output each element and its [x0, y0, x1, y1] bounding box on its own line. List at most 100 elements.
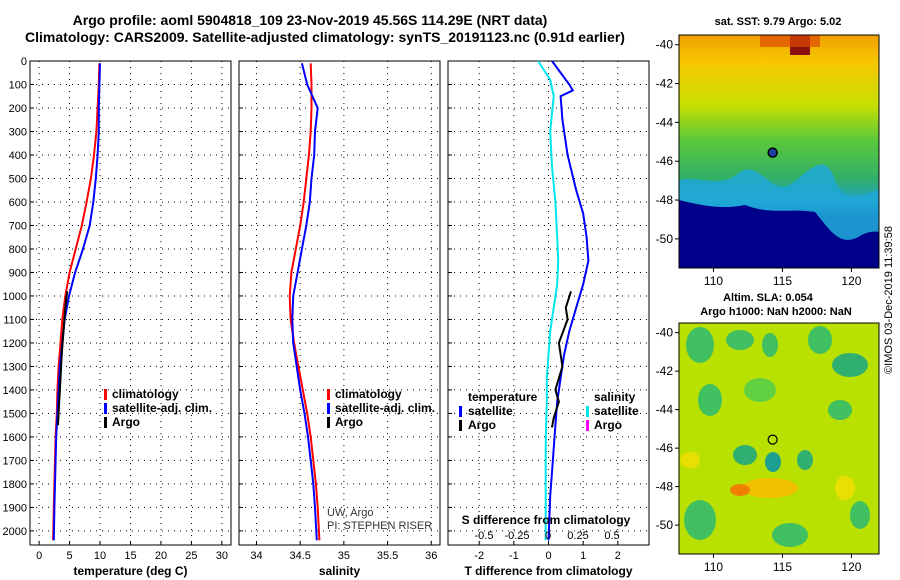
- x-tick-label: -2: [474, 550, 484, 562]
- legend-swatch: [104, 389, 107, 400]
- x-tick-label: 35: [338, 550, 350, 562]
- sla-anomaly: [835, 476, 855, 500]
- plot-frame: [29, 60, 232, 546]
- legend-swatch: [459, 420, 462, 431]
- sst-cold-water: [679, 200, 879, 268]
- sst-map-frame: [678, 34, 880, 269]
- sst-axes: 110 115 120 -40 -42 -44 -46 -48 -50: [656, 38, 862, 288]
- sla-anomaly: [744, 378, 776, 402]
- annotation-text: UW, Argo: [327, 507, 373, 519]
- top-tick-label: 0.25: [567, 530, 588, 542]
- map-x-tick-label: 115: [773, 274, 792, 288]
- x-tick-label: 36: [425, 550, 437, 562]
- sla-anomaly: [797, 450, 813, 470]
- x-tick-label: 34: [250, 550, 262, 562]
- y-tick-label: 900: [9, 267, 27, 279]
- top-tick-label: -0.5: [475, 530, 494, 542]
- y-tick-label: 800: [9, 244, 27, 256]
- legend-label: satellite: [468, 404, 513, 418]
- plot-frame: [238, 60, 441, 546]
- y-tick-label: 2000: [3, 526, 27, 538]
- y-tick-label: 1500: [3, 408, 27, 420]
- sla-map-subtitle: Argo h1000: NaN h2000: NaN: [700, 306, 852, 318]
- y-tick-label: 300: [9, 126, 27, 138]
- legend-label: climatology: [335, 387, 402, 401]
- legend-swatch: [586, 420, 589, 431]
- sla-anomaly: [808, 326, 832, 354]
- legend-swatch: [327, 403, 330, 414]
- y-tick-label: 1000: [3, 291, 27, 303]
- legend-label: climatology: [112, 387, 179, 401]
- sla-anomaly: [730, 484, 750, 496]
- sla-map: Altim. SLA: 0.054 Argo h1000: NaN h2000:…: [656, 292, 880, 574]
- sla-argo-location-marker: [767, 434, 778, 445]
- legend-swatch: [104, 403, 107, 414]
- x-tick-label: 10: [94, 550, 106, 562]
- map-y-tick-label: -50: [656, 518, 674, 532]
- series-line: [551, 290, 572, 428]
- legend-label: satellite: [594, 404, 639, 418]
- legend-swatch: [459, 406, 462, 417]
- credit-timestamp: ©IMOS 03-Dec-2019 11:39:58: [883, 226, 895, 374]
- x-tick-label: 1: [580, 550, 586, 562]
- legend-label: satellite-adj. clim.: [112, 401, 212, 415]
- y-tick-label: 1100: [3, 314, 27, 326]
- map-y-tick-label: -48: [656, 193, 674, 207]
- map-y-tick-label: -42: [656, 364, 674, 378]
- map-y-tick-label: -48: [656, 480, 674, 494]
- sla-anomaly: [850, 501, 870, 529]
- difference-panel: -2 -1 0 1 2 T difference from climatology temp…: [447, 60, 650, 578]
- series-line: [537, 60, 560, 541]
- x-tick-label: 20: [155, 550, 167, 562]
- series-line: [52, 63, 101, 541]
- y-tick-label: 0: [21, 56, 27, 68]
- sla-anomaly: [828, 400, 852, 420]
- title-line-2: Climatology: CARS2009. Satellite-adjuste…: [25, 29, 625, 45]
- sla-anomaly: [698, 384, 722, 416]
- x-tick-label: 30: [216, 550, 228, 562]
- sst-argo-location-marker: [767, 147, 778, 158]
- y-tick-label: 1800: [3, 479, 27, 491]
- sla-anomaly: [765, 452, 781, 472]
- map-y-tick-label: -50: [656, 232, 674, 246]
- plot-frame: [447, 60, 650, 546]
- sla-anomaly: [762, 333, 778, 357]
- sla-anomaly: [742, 478, 798, 498]
- map-x-tick-label: 110: [704, 274, 723, 288]
- sst-map: sat. SST: 9.79 Argo: 5.02 110 115 120 -40 -4…: [656, 16, 880, 288]
- title-line-1: Argo profile: aoml 5904818_109 23-Nov-20…: [73, 12, 548, 28]
- sla-map-title: Altim. SLA: 0.054: [723, 292, 814, 304]
- legend-swatch: [586, 406, 589, 417]
- y-tick-label: 600: [9, 197, 27, 209]
- x-axis-label: salinity: [319, 564, 361, 578]
- top-axis-label: S difference from climatology: [462, 513, 631, 527]
- legend-title: temperature: [468, 390, 538, 404]
- y-tick-label: 500: [9, 173, 27, 185]
- legend-label: Argo: [468, 418, 496, 432]
- x-tick-label: 2: [615, 550, 621, 562]
- sla-map-frame: [678, 322, 880, 555]
- legend-label: Argo: [112, 415, 140, 429]
- x-axis-label: T difference from climatology: [464, 564, 632, 578]
- series-line: [52, 63, 101, 541]
- series-line: [547, 60, 590, 541]
- map-y-tick-label: -42: [656, 77, 674, 91]
- annotation-text: PI: STEPHEN RISER: [327, 520, 432, 532]
- map-y-tick-label: -44: [656, 403, 674, 417]
- y-tick-label: 100: [9, 79, 27, 91]
- y-tick-label: 200: [9, 103, 27, 115]
- legend-label: Argo: [335, 415, 363, 429]
- sla-anomaly: [733, 445, 757, 465]
- top-tick-label: 0: [545, 530, 551, 542]
- series-line: [288, 63, 321, 541]
- legend-swatch: [104, 417, 107, 428]
- temperature-panel: 0100200300400500600700800900100011001200…: [3, 56, 232, 578]
- map-x-tick-label: 120: [841, 560, 861, 574]
- x-tick-label: 5: [67, 550, 73, 562]
- x-tick-label: 0: [545, 550, 551, 562]
- legend-swatch: [327, 389, 330, 400]
- top-tick-label: -0.25: [504, 530, 529, 542]
- x-tick-label: 15: [124, 550, 136, 562]
- x-tick-label: 34.5: [289, 550, 310, 562]
